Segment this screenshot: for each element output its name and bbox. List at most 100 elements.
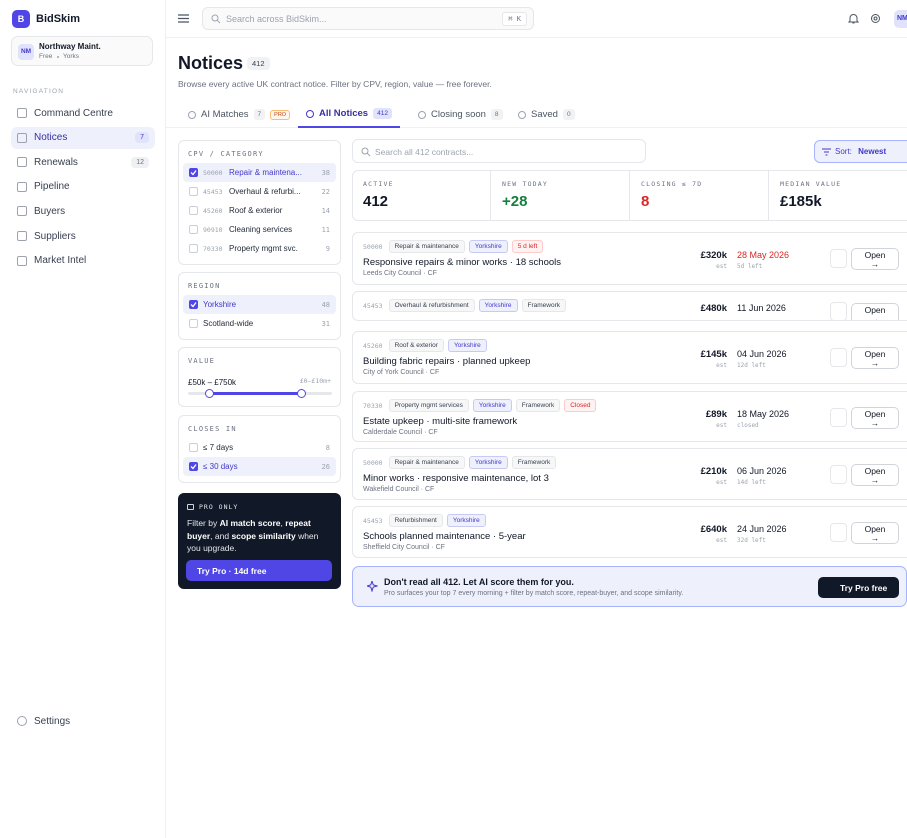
close-date: 06 Jun 2026 [737, 466, 787, 476]
filter-option[interactable]: 45453 Overhaul & refurbi... 22 [183, 182, 336, 201]
filter-option[interactable]: 90910 Cleaning services 11 [183, 220, 336, 239]
filter-option[interactable]: Yorkshire 48 [183, 295, 336, 314]
notice-row[interactable]: 45260 Roof & exterior Yorkshire Building fa… [352, 331, 907, 384]
bell-icon[interactable] [848, 13, 859, 24]
sort-select[interactable]: Sort: Newest [814, 140, 907, 163]
nav-label: Suppliers [34, 230, 76, 242]
nav-item[interactable]: Buyers [11, 200, 155, 222]
checkbox [189, 206, 198, 215]
option-label: Property mgmt svc. [229, 244, 298, 253]
nav-label: Market Intel [34, 255, 87, 267]
logo[interactable]: B [12, 10, 30, 28]
tab-icon [418, 110, 426, 119]
nav-label: Renewals [34, 156, 78, 168]
notice-row[interactable]: 45453 Overhaul & refurbishment Yorkshire Fr… [352, 291, 907, 321]
user-avatar[interactable]: NM [894, 10, 907, 28]
notice-row[interactable]: 70330 Property mgmt services Yorkshire Fram… [352, 391, 907, 442]
stat-label: ACTIVE [363, 180, 394, 188]
banner-title: Don't read all 412. Let AI score them fo… [384, 577, 574, 587]
checkbox [189, 462, 198, 471]
banner-button[interactable]: Try Pro free [818, 577, 899, 598]
gear-icon[interactable] [870, 13, 881, 24]
buyer: Calderdale Council · CF [363, 429, 438, 436]
pro-button[interactable]: Try Pro · 14d free [186, 560, 332, 581]
menu-icon[interactable] [178, 14, 189, 23]
icon [17, 231, 27, 241]
slider-handle[interactable] [297, 389, 306, 398]
subtitle: Browse every active UK contract notice. … [178, 79, 492, 89]
bookmark[interactable] [830, 465, 847, 484]
filter-option[interactable]: ≤ 7 days 8 [183, 438, 336, 457]
cpv-code: 90910 [203, 225, 223, 234]
nav-item[interactable]: Pipeline [11, 176, 155, 198]
due: closed [737, 422, 759, 429]
bookmark[interactable] [830, 408, 847, 427]
tag: Yorkshire [446, 514, 486, 527]
filter-option[interactable]: 45260 Roof & exterior 14 [183, 201, 336, 220]
due: 12d left [737, 362, 766, 369]
open-button[interactable]: Open → [851, 522, 899, 544]
due: 32d left [737, 537, 766, 544]
tab[interactable]: Closing soon 8 [410, 101, 511, 128]
tab-icon [518, 110, 526, 119]
bookmark[interactable] [830, 348, 847, 367]
filter-option[interactable]: ≤ 30 days 26 [183, 457, 336, 476]
tab-label: All Notices [319, 108, 369, 119]
tags: 45453 Overhaul & refurbishment Yorkshire Fr… [363, 299, 567, 312]
cpv-code: 70330 [363, 401, 383, 410]
option-count: 8 [325, 443, 330, 452]
nav-item[interactable]: Market Intel [11, 250, 155, 272]
stat-value: +28 [502, 193, 528, 210]
nav-item[interactable]: Renewals 12 [11, 151, 155, 173]
sort-label: Sort: [835, 147, 852, 156]
account-switcher[interactable]: NM Northway Maint. Free Yorks [11, 36, 153, 66]
open-button[interactable]: Open → [851, 347, 899, 369]
nav-item[interactable]: Command Centre [11, 102, 155, 124]
pro-badge: PRO ONLY [199, 503, 239, 511]
option-count: 14 [321, 206, 330, 215]
bookmark[interactable] [830, 523, 847, 542]
nav-item[interactable]: Notices 7 [11, 126, 155, 149]
bookmark[interactable] [830, 302, 847, 320]
filter-heading: VALUE [188, 357, 216, 365]
tab[interactable]: Saved 0 [510, 101, 583, 128]
lock-icon [187, 504, 194, 510]
nav-count: 7 [135, 132, 149, 144]
cpv-code: 45453 [363, 301, 383, 310]
tag: Closed [564, 399, 597, 412]
nav-label: Buyers [34, 205, 66, 217]
list-search[interactable]: Search all 412 contracts... [352, 139, 646, 163]
tag: Yorkshire [478, 299, 518, 312]
option-label: Cleaning services [229, 225, 293, 234]
open-button[interactable]: Open → [851, 464, 899, 486]
buyer: Wakefield Council · CF [363, 486, 435, 493]
buyer: City of York Council · CF [363, 369, 440, 376]
nav-item[interactable]: Suppliers [11, 225, 155, 247]
notice-row[interactable]: 50000 Repair & maintenance Yorkshire 5 d le… [352, 232, 907, 285]
filter-option[interactable]: Scotland-wide 31 [183, 314, 336, 333]
settings[interactable]: Settings [11, 710, 155, 732]
slider-handle[interactable] [205, 389, 214, 398]
notice-row[interactable]: 50000 Repair & maintenance Yorkshire Framew… [352, 448, 907, 500]
global-search[interactable]: Search across BidSkim... ⌘ K [202, 7, 534, 30]
tab[interactable]: All Notices 412 [298, 101, 400, 128]
sort-value: Newest [858, 147, 887, 156]
checkbox [189, 168, 198, 177]
option-label: Roof & exterior [229, 206, 283, 215]
open-button[interactable]: Open → [851, 407, 899, 429]
notice-row[interactable]: 45453 Refurbishment Yorkshire Schools plann… [352, 506, 907, 558]
open-button[interactable]: Open → [851, 303, 899, 320]
notice-title: Schools planned maintenance · 5-year [363, 531, 526, 542]
pro-text-part: when you upgrade. [187, 530, 319, 554]
tabs-border [166, 127, 907, 128]
filter-option[interactable]: 70330 Property mgmt svc. 9 [183, 239, 336, 258]
tab[interactable]: AI Matches 7 PRO [180, 101, 298, 128]
tab-icon [188, 110, 196, 119]
cpv-code: 70330 [203, 244, 223, 253]
brand[interactable]: BidSkim [36, 13, 81, 25]
filter-option[interactable]: 50000 Repair & maintena... 38 [183, 163, 336, 182]
pro-text-part: Filter by [187, 518, 220, 528]
bookmark[interactable] [830, 249, 847, 268]
open-button[interactable]: Open → [851, 248, 899, 270]
cpv-code: 50000 [363, 458, 383, 467]
